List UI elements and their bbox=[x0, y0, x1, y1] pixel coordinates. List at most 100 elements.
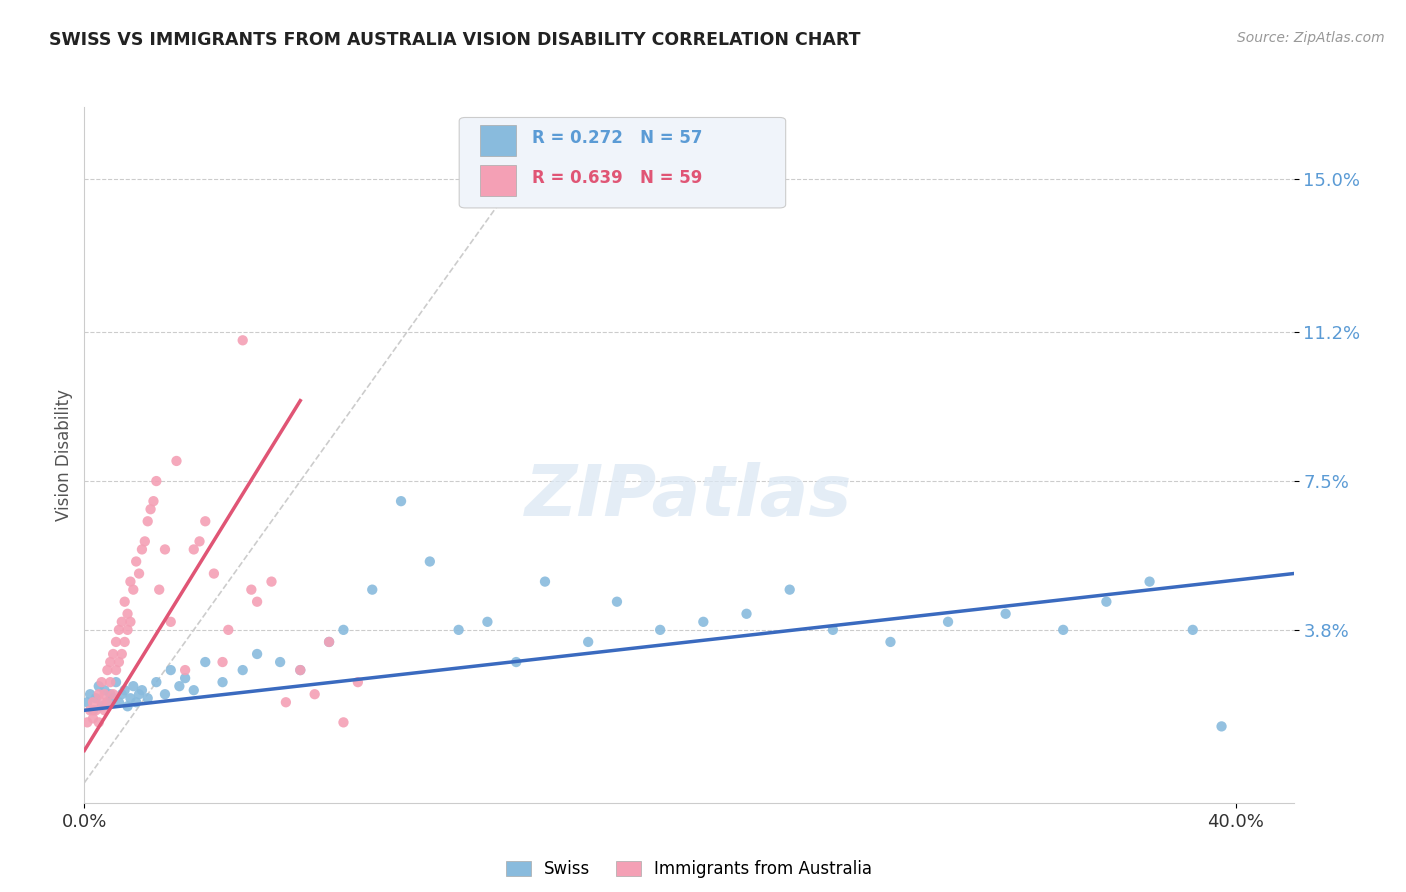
Point bbox=[114, 595, 136, 609]
Point bbox=[1181, 623, 1204, 637]
FancyBboxPatch shape bbox=[460, 118, 786, 208]
Bar bbox=[479, 126, 516, 156]
Point bbox=[232, 334, 254, 348]
Point bbox=[111, 615, 134, 629]
Point bbox=[108, 623, 131, 637]
Point bbox=[87, 715, 110, 730]
Point bbox=[148, 582, 170, 597]
Point bbox=[122, 582, 145, 597]
Point bbox=[936, 615, 959, 629]
Point bbox=[105, 635, 128, 649]
Point bbox=[211, 675, 233, 690]
Point bbox=[114, 635, 136, 649]
Point bbox=[153, 687, 176, 701]
Point bbox=[101, 691, 124, 706]
Point bbox=[101, 687, 124, 701]
Point bbox=[105, 675, 128, 690]
Point bbox=[183, 683, 205, 698]
Point bbox=[994, 607, 1017, 621]
Point bbox=[98, 687, 121, 701]
Point bbox=[202, 566, 225, 581]
Point bbox=[318, 635, 340, 649]
Point bbox=[82, 711, 104, 725]
Point bbox=[139, 502, 162, 516]
Point bbox=[211, 655, 233, 669]
Y-axis label: Vision Disability: Vision Disability bbox=[55, 389, 73, 521]
Point bbox=[128, 687, 150, 701]
Point bbox=[240, 582, 263, 597]
Point bbox=[108, 655, 131, 669]
Point bbox=[174, 663, 197, 677]
Point bbox=[692, 615, 714, 629]
Text: ZIPatlas: ZIPatlas bbox=[526, 462, 852, 531]
Point bbox=[96, 695, 118, 709]
Point bbox=[650, 623, 672, 637]
Point bbox=[505, 655, 527, 669]
Point bbox=[174, 671, 197, 685]
Point bbox=[96, 663, 118, 677]
Bar bbox=[479, 166, 516, 196]
Point bbox=[136, 514, 159, 528]
Text: SWISS VS IMMIGRANTS FROM AUSTRALIA VISION DISABILITY CORRELATION CHART: SWISS VS IMMIGRANTS FROM AUSTRALIA VISIO… bbox=[49, 31, 860, 49]
Point bbox=[159, 663, 181, 677]
Text: R = 0.639   N = 59: R = 0.639 N = 59 bbox=[531, 169, 702, 186]
Point bbox=[131, 683, 153, 698]
Point bbox=[131, 542, 153, 557]
Point bbox=[134, 534, 156, 549]
Point bbox=[117, 607, 139, 621]
Point bbox=[1095, 595, 1118, 609]
Point bbox=[194, 514, 217, 528]
Point bbox=[96, 695, 118, 709]
Point bbox=[120, 574, 142, 589]
Point bbox=[98, 675, 121, 690]
Point bbox=[274, 695, 297, 709]
Point bbox=[111, 647, 134, 661]
Point bbox=[114, 683, 136, 698]
Point bbox=[79, 703, 101, 717]
Point bbox=[347, 675, 370, 690]
Point bbox=[576, 635, 599, 649]
Point bbox=[183, 542, 205, 557]
Point bbox=[246, 595, 269, 609]
Point bbox=[84, 691, 107, 706]
Point bbox=[606, 595, 628, 609]
Point bbox=[1211, 719, 1233, 733]
Point bbox=[419, 554, 441, 568]
Text: Source: ZipAtlas.com: Source: ZipAtlas.com bbox=[1237, 31, 1385, 45]
Point bbox=[122, 679, 145, 693]
Point bbox=[188, 534, 211, 549]
Point bbox=[90, 695, 112, 709]
Point bbox=[98, 655, 121, 669]
Point bbox=[108, 695, 131, 709]
Point bbox=[93, 687, 115, 701]
Point bbox=[169, 679, 191, 693]
Point bbox=[125, 695, 148, 709]
Point bbox=[232, 663, 254, 677]
Point bbox=[128, 566, 150, 581]
Point bbox=[304, 687, 326, 701]
Point bbox=[290, 663, 312, 677]
Point bbox=[120, 615, 142, 629]
Point bbox=[125, 554, 148, 568]
Point bbox=[166, 454, 188, 468]
Point bbox=[217, 623, 239, 637]
Point bbox=[82, 703, 104, 717]
Legend: Swiss, Immigrants from Australia: Swiss, Immigrants from Australia bbox=[499, 854, 879, 885]
Point bbox=[477, 615, 499, 629]
Point bbox=[111, 687, 134, 701]
Point bbox=[117, 623, 139, 637]
Point bbox=[1052, 623, 1074, 637]
Point bbox=[90, 699, 112, 714]
Point bbox=[269, 655, 291, 669]
Point bbox=[779, 582, 801, 597]
Point bbox=[82, 695, 104, 709]
Point bbox=[290, 663, 312, 677]
Point bbox=[361, 582, 384, 597]
Point bbox=[93, 683, 115, 698]
Point bbox=[87, 687, 110, 701]
Point bbox=[194, 655, 217, 669]
Point bbox=[76, 715, 98, 730]
Point bbox=[735, 607, 758, 621]
Point bbox=[120, 691, 142, 706]
Point bbox=[79, 687, 101, 701]
